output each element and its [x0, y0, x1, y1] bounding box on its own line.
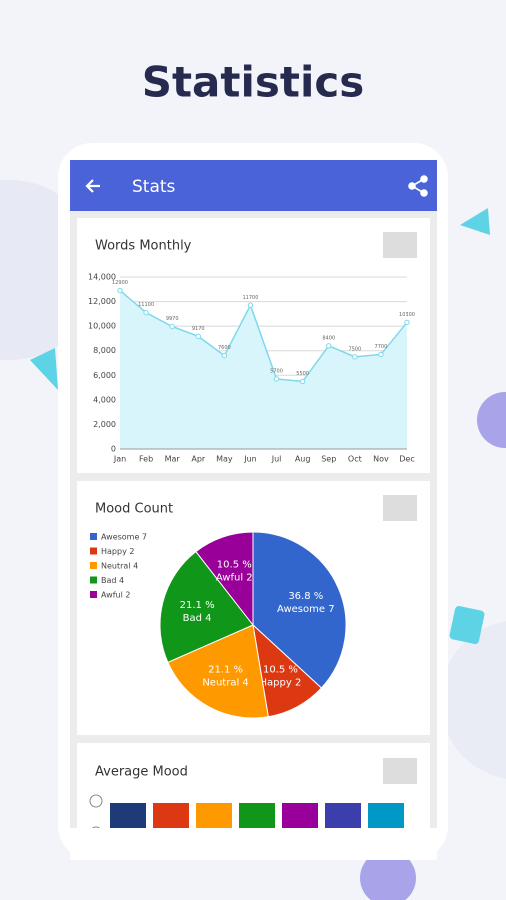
- slice-name: Awesome 7: [277, 604, 335, 615]
- point: [378, 351, 384, 358]
- point: [195, 333, 201, 340]
- y-tick-label: 2,000: [93, 420, 116, 429]
- deco-triangle: [460, 208, 490, 235]
- x-tick-label: Mar: [165, 455, 181, 464]
- point: [221, 352, 228, 359]
- app-bar-title: Stats: [132, 177, 176, 197]
- point: [273, 376, 280, 382]
- slice-name: Neutral 4: [202, 678, 248, 689]
- line: [119, 289, 408, 383]
- x-tick-label: Dec: [399, 455, 414, 464]
- card-title: Words Monthly: [95, 239, 192, 254]
- card-share[interactable]: [383, 232, 417, 258]
- legend-label: Awesome 7: [101, 533, 147, 542]
- legend-swatch: [90, 591, 97, 598]
- data-label: 5700: [270, 368, 283, 374]
- slice-percent: 21.1 %: [208, 665, 243, 676]
- back-button[interactable]: [85, 179, 100, 193]
- data-label: 5500: [296, 371, 309, 377]
- y-tick-label: 0: [111, 445, 116, 454]
- x-tick-label: Jan: [113, 455, 126, 464]
- y-tick-label: 12,000: [88, 297, 116, 306]
- legend-label: Awful 2: [101, 591, 130, 600]
- slice-name: Awful 2: [216, 572, 253, 583]
- data-label: 9170: [192, 326, 205, 332]
- point: [117, 287, 123, 294]
- y-tick-label: 4,000: [93, 395, 116, 404]
- point: [352, 354, 358, 360]
- x-tick-label: Feb: [139, 455, 153, 464]
- slice-percent: 10.5 %: [217, 559, 252, 570]
- data-label: 7500: [348, 346, 361, 352]
- slice-name: Bad 4: [183, 613, 212, 624]
- card-share[interactable]: [383, 495, 417, 521]
- card-title: Average Mood: [95, 765, 188, 780]
- deco-circle: [360, 850, 416, 900]
- phone-bottom: [70, 828, 437, 860]
- slice-percent: 10.5 %: [263, 665, 298, 676]
- slice-percent: 21.1 %: [180, 600, 215, 611]
- x-tick-label: May: [216, 455, 233, 464]
- point: [299, 378, 306, 385]
- share-button[interactable]: [408, 175, 428, 197]
- pie-slice: [252, 531, 347, 689]
- x-tick-label: Aug: [295, 455, 311, 464]
- point: [143, 309, 149, 316]
- data-label: 11700: [243, 295, 259, 301]
- y-tick-label: 10,000: [88, 322, 116, 331]
- card-share[interactable]: [383, 758, 417, 784]
- point: [326, 343, 332, 349]
- x-tick-label: Sep: [321, 455, 336, 464]
- x-tick-label: Nov: [373, 455, 389, 464]
- app-bar: [70, 160, 437, 211]
- deco-shape: [30, 348, 58, 390]
- legend-label: Happy 2: [101, 547, 134, 556]
- x-tick-label: Jul: [271, 455, 282, 464]
- point: [169, 323, 175, 330]
- y-tick-label: 8,000: [93, 346, 116, 355]
- legend-swatch: [90, 576, 97, 584]
- x-tick-label: Oct: [348, 455, 362, 464]
- legend-swatch: [90, 547, 97, 555]
- deco-shape: [449, 605, 485, 645]
- x-tick-label: Jun: [243, 455, 257, 464]
- card-title: Mood Count: [95, 502, 173, 517]
- legend-label: Neutral 4: [101, 562, 138, 571]
- data-label: 7700: [375, 344, 388, 350]
- x-tick-label: Apr: [191, 455, 206, 464]
- y-tick-label: 14,000: [88, 273, 116, 282]
- slice-percent: 36.8 %: [288, 591, 323, 602]
- slice-name: Happy 2: [260, 678, 302, 689]
- data-label: 7600: [218, 345, 231, 351]
- deco-circle: [477, 392, 506, 448]
- data-label: 12900: [112, 280, 128, 286]
- point: [404, 319, 410, 326]
- point: [247, 302, 254, 308]
- pie-slice: [195, 531, 254, 627]
- data-label: 8400: [322, 335, 335, 341]
- area: [120, 290, 407, 449]
- pie-slice: [159, 550, 254, 664]
- legend-label: Bad 4: [101, 576, 124, 585]
- data-label: 10300: [399, 312, 415, 318]
- share-icons[interactable]: [383, 232, 417, 784]
- page-title: Statistics: [142, 58, 365, 107]
- legend-swatch: [90, 533, 97, 540]
- deco-circle: [440, 621, 506, 779]
- data-label: 9970: [166, 316, 179, 322]
- data-label: 11100: [138, 302, 154, 308]
- pie-slice: [167, 624, 269, 719]
- y-tick-label: 6,000: [93, 371, 116, 380]
- legend-swatch: [90, 562, 97, 569]
